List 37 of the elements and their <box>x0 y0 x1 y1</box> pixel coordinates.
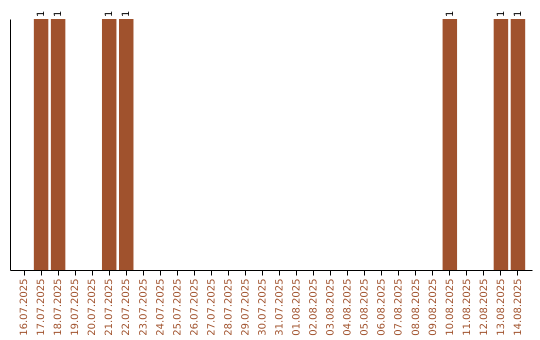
x-tick-label: 22.07.2025 <box>121 278 132 336</box>
x-tick-label: 10.08.2025 <box>444 278 456 336</box>
data-label: 1 <box>104 10 116 17</box>
data-label: 1 <box>496 10 507 17</box>
x-tick-label: 27.07.2025 <box>206 278 218 336</box>
x-tick-label: 07.08.2025 <box>394 278 405 336</box>
data-label: 1 <box>121 10 132 17</box>
x-tick-label: 03.08.2025 <box>326 278 337 336</box>
x-tick-label: 24.07.2025 <box>155 278 166 336</box>
x-tick-label: 06.08.2025 <box>376 278 388 336</box>
x-tick-label: 08.08.2025 <box>410 278 422 336</box>
x-tick-label: 19.07.2025 <box>70 278 82 336</box>
x-tick-label: 18.07.2025 <box>53 278 64 336</box>
x-tick-label: 29.07.2025 <box>240 278 252 336</box>
x-tick-label: 11.08.2025 <box>462 278 473 336</box>
x-tick-label: 25.07.2025 <box>172 278 184 336</box>
data-label: 1 <box>444 10 456 17</box>
data-label: 1 <box>36 10 48 17</box>
data-label: 1 <box>53 10 64 17</box>
data-label: 1 <box>512 10 524 17</box>
x-tick-label: 02.08.2025 <box>308 278 320 336</box>
x-tick-label: 13.08.2025 <box>496 278 507 336</box>
x-tick-label: 05.08.2025 <box>360 278 371 336</box>
x-tick-label: 04.08.2025 <box>342 278 354 336</box>
x-tick-label: 30.07.2025 <box>257 278 268 336</box>
x-tick-label: 17.07.2025 <box>36 278 48 336</box>
x-tick-label: 21.07.2025 <box>104 278 116 336</box>
x-tick-label: 09.08.2025 <box>428 278 439 336</box>
x-tick-label: 01.08.2025 <box>292 278 303 336</box>
x-tick-label: 26.07.2025 <box>189 278 200 336</box>
x-tick-label: 28.07.2025 <box>223 278 234 336</box>
x-tick-label: 31.07.2025 <box>274 278 286 336</box>
x-tick-label: 20.07.2025 <box>87 278 98 336</box>
x-tick-label: 23.07.2025 <box>138 278 150 336</box>
x-tick-label: 14.08.2025 <box>512 278 524 336</box>
x-tick-label: 12.08.2025 <box>478 278 490 336</box>
x-tick-label: 16.07.2025 <box>19 278 30 336</box>
